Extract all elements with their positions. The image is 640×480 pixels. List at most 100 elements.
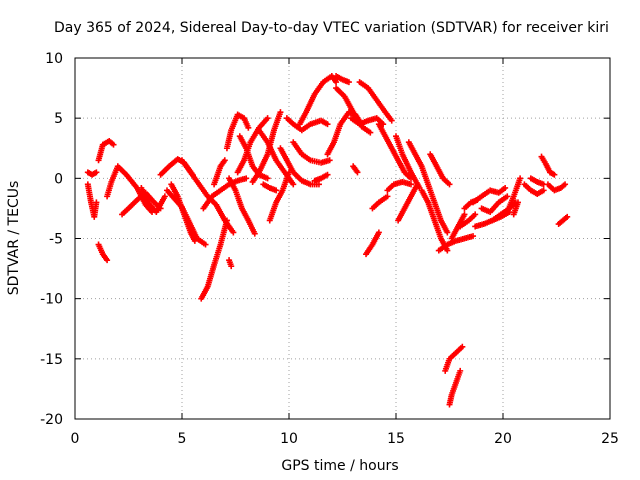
data-point bbox=[504, 193, 511, 200]
series-arc-01 bbox=[84, 181, 100, 220]
series-arc-03 bbox=[95, 241, 111, 264]
series-arc-40 bbox=[395, 181, 421, 224]
data-point bbox=[324, 121, 331, 128]
series-arc-44 bbox=[435, 233, 477, 254]
series-arc-26 bbox=[290, 139, 333, 166]
series-arc-46 bbox=[446, 367, 464, 408]
data-point bbox=[221, 157, 228, 164]
data-point bbox=[551, 171, 558, 178]
y-tick-label: 0 bbox=[54, 171, 63, 187]
data-point bbox=[407, 181, 414, 188]
series-arc-05 bbox=[104, 163, 156, 216]
data-point bbox=[414, 181, 421, 188]
data-point bbox=[446, 181, 453, 188]
x-tick-label: 25 bbox=[601, 431, 619, 447]
data-points bbox=[84, 73, 571, 408]
series-arc-21 bbox=[256, 127, 297, 188]
y-tick-label: -15 bbox=[40, 352, 63, 368]
chart-title: Day 365 of 2024, Sidereal Day-to-day VTE… bbox=[54, 20, 609, 36]
series-arc-22 bbox=[260, 181, 280, 194]
data-point bbox=[243, 175, 250, 182]
data-point bbox=[245, 124, 252, 131]
data-point bbox=[564, 213, 571, 220]
series-arc-55 bbox=[510, 199, 521, 218]
data-point bbox=[93, 169, 100, 176]
data-point bbox=[459, 343, 466, 350]
data-point bbox=[461, 211, 468, 218]
series-arc-54 bbox=[504, 175, 524, 216]
data-point bbox=[367, 129, 374, 136]
data-point bbox=[354, 169, 361, 176]
y-tick-label: -20 bbox=[40, 412, 63, 428]
series-arc-43 bbox=[427, 151, 453, 188]
series-arc-15 bbox=[226, 257, 235, 270]
grid-lines bbox=[75, 58, 610, 419]
data-point bbox=[457, 367, 464, 374]
series-arc-60 bbox=[547, 169, 558, 178]
series-arc-32 bbox=[350, 163, 361, 176]
tick-labels: 0 5 10 15 20 25 -20 -15 -10 -5 0 5 10 bbox=[40, 51, 619, 447]
series-arc-04 bbox=[95, 138, 117, 164]
data-point bbox=[277, 109, 284, 116]
series-arc-06 bbox=[119, 189, 164, 218]
data-point bbox=[110, 141, 117, 148]
series-arc-33 bbox=[333, 73, 352, 86]
data-point bbox=[502, 184, 509, 191]
data-point bbox=[104, 257, 111, 264]
x-tick-label: 10 bbox=[280, 431, 298, 447]
y-tick-label: -10 bbox=[40, 292, 63, 308]
y-tick-label: 5 bbox=[54, 111, 63, 127]
y-tick-label: -5 bbox=[49, 232, 63, 248]
series-arc-07 bbox=[138, 184, 168, 216]
data-point bbox=[228, 263, 235, 270]
data-point bbox=[514, 199, 521, 206]
series-arc-59 bbox=[544, 181, 569, 194]
series-arc-14 bbox=[211, 157, 228, 188]
data-point bbox=[273, 187, 280, 194]
series-arc-48 bbox=[457, 211, 479, 230]
data-point bbox=[230, 229, 237, 236]
data-point bbox=[324, 171, 331, 178]
series-arc-35 bbox=[363, 229, 382, 258]
series-arc-36 bbox=[369, 193, 391, 212]
data-point bbox=[333, 79, 340, 86]
data-point bbox=[470, 233, 477, 240]
data-point bbox=[315, 181, 322, 188]
series-arc-56 bbox=[521, 181, 547, 197]
data-point bbox=[223, 217, 230, 224]
data-point bbox=[472, 211, 479, 218]
series-arc-29 bbox=[324, 109, 365, 158]
x-tick-label: 0 bbox=[71, 431, 80, 447]
data-point bbox=[540, 187, 547, 194]
axis-ticks bbox=[74, 57, 611, 420]
series-arc-61 bbox=[555, 213, 571, 228]
series-arc-37 bbox=[375, 121, 414, 182]
data-point bbox=[444, 247, 451, 254]
data-point bbox=[326, 157, 333, 164]
data-point bbox=[388, 117, 395, 124]
x-axis-label: GPS time / hours bbox=[281, 458, 398, 474]
data-point bbox=[384, 193, 391, 200]
series-arc-50 bbox=[470, 184, 509, 206]
series-arc-34 bbox=[356, 79, 395, 124]
data-point bbox=[375, 229, 382, 236]
data-point bbox=[93, 199, 100, 206]
data-point bbox=[202, 241, 209, 248]
series-arc-23 bbox=[266, 169, 292, 224]
series-arc-13 bbox=[200, 175, 250, 212]
data-point bbox=[562, 181, 569, 188]
series-arc-12 bbox=[198, 217, 230, 302]
x-tick-label: 20 bbox=[494, 431, 512, 447]
y-axis-label: SDTVAR / TECUs bbox=[6, 181, 22, 296]
data-point bbox=[251, 230, 258, 237]
series-arc-17 bbox=[226, 175, 258, 237]
series-arc-52 bbox=[478, 193, 511, 216]
data-point bbox=[264, 175, 271, 182]
series-arc-02 bbox=[84, 169, 100, 178]
data-point bbox=[161, 193, 168, 200]
series-arc-28 bbox=[311, 171, 331, 184]
series-arc-57 bbox=[527, 175, 547, 188]
data-point bbox=[290, 181, 297, 188]
series-arc-45 bbox=[442, 343, 466, 374]
